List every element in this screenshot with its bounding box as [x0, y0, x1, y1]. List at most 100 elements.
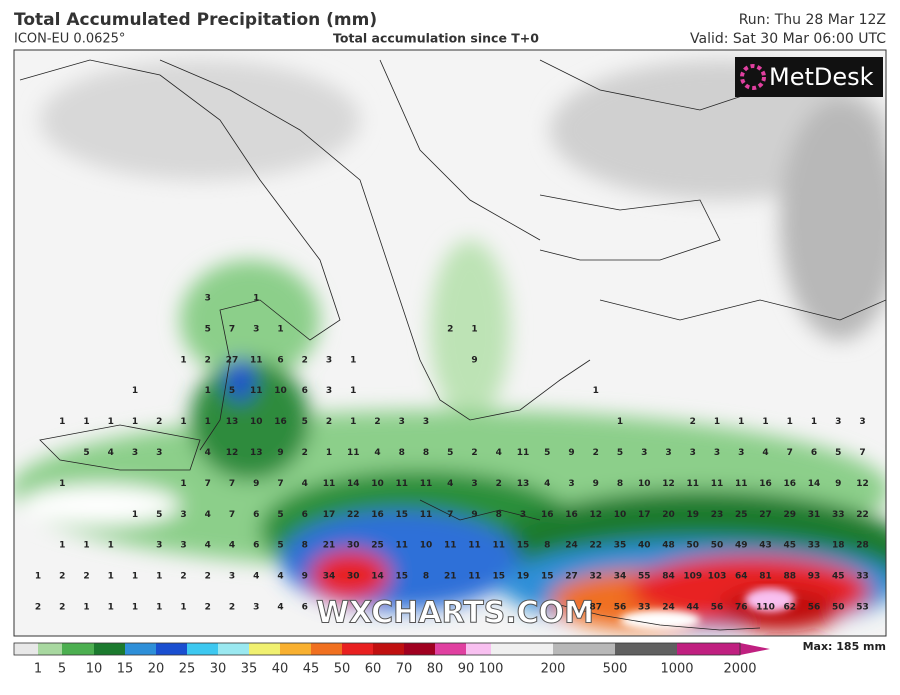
precip-value: 1	[59, 541, 65, 551]
precip-value: 1	[132, 386, 138, 396]
precip-value: 1	[714, 417, 720, 427]
precip-value: 19	[517, 572, 530, 582]
precip-value: 1	[593, 386, 599, 396]
precip-value: 4	[302, 479, 308, 489]
logo-box	[735, 57, 883, 97]
precip-value: 12	[856, 479, 869, 489]
precip-value: 10	[250, 417, 263, 427]
precip-value: 2	[471, 448, 477, 458]
precip-value: 17	[323, 510, 336, 520]
precip-value: 4	[108, 448, 114, 458]
precip-value: 12	[226, 448, 239, 458]
precip-value: 8	[423, 448, 429, 458]
colorbar-label: 35	[241, 662, 258, 677]
precip-value: 81	[759, 572, 772, 582]
colorbar-segment	[553, 643, 615, 655]
precip-value: 17	[638, 510, 651, 520]
precip-value: 5	[156, 510, 162, 520]
precip-value: 2	[447, 324, 453, 334]
precip-value: 5	[835, 448, 841, 458]
colorbar-segment	[94, 643, 125, 655]
precip-value: 1	[108, 417, 114, 427]
precip-value: 15	[517, 541, 530, 551]
precip-value: 15	[395, 510, 408, 520]
precip-value: 93	[808, 572, 821, 582]
precip-value: 3	[714, 448, 720, 458]
precip-value: 8	[544, 541, 550, 551]
precip-value: 5	[229, 386, 235, 396]
precip-value: 1	[59, 479, 65, 489]
max-label: Max: 185 mm	[803, 640, 886, 653]
precip-value: 53	[856, 603, 869, 613]
colorbar-label: 90	[458, 662, 475, 677]
precip-value: 6	[302, 510, 308, 520]
colorbar-label: 60	[365, 662, 382, 677]
precip-value: 2	[205, 572, 211, 582]
precip-value: 6	[277, 355, 283, 365]
precip-value: 1	[132, 417, 138, 427]
precip-value: 2	[59, 572, 65, 582]
precip-value: 88	[783, 572, 796, 582]
precip-value: 109	[683, 572, 702, 582]
precip-value: 7	[229, 479, 235, 489]
colorbar-label: 25	[179, 662, 196, 677]
colorbar-segment	[311, 643, 342, 655]
precip-value: 1	[350, 386, 356, 396]
precip-value: 11	[711, 479, 724, 489]
subtitle: Total accumulation since T+0	[333, 31, 539, 46]
precip-value: 16	[759, 479, 772, 489]
precip-value: 3	[520, 510, 526, 520]
precip-value: 4	[496, 448, 502, 458]
precip-value: 1	[180, 479, 186, 489]
precip-value: 22	[347, 510, 360, 520]
precip-value: 7	[447, 510, 453, 520]
run-time: Run: Thu 28 Mar 12Z	[739, 12, 886, 28]
precip-value: 3	[156, 541, 162, 551]
precip-value: 87	[589, 603, 602, 613]
precip-value: 2	[205, 603, 211, 613]
precip-value: 1	[180, 417, 186, 427]
precip-value: 12	[589, 510, 602, 520]
precip-value: 6	[253, 541, 259, 551]
colorbar: 1 5 10 15 20 25 30 35 40 45 50 60 70 80 90 100 200 500 100…	[13, 642, 770, 677]
precip-value: 8	[617, 479, 623, 489]
precip-value: 27	[565, 572, 578, 582]
precip-value: 9	[253, 479, 259, 489]
precip-value: 2	[205, 355, 211, 365]
precip-value: 2	[35, 603, 41, 613]
precip-value: 1	[83, 603, 89, 613]
precip-value: 55	[638, 572, 651, 582]
precip-value: 7	[859, 448, 865, 458]
precip-value: 1	[108, 572, 114, 582]
precip-value: 3	[738, 448, 744, 458]
precip-value: 13	[226, 417, 239, 427]
precip-value: 44	[686, 603, 699, 613]
precip-value: 11	[420, 510, 433, 520]
precip-value: 1	[277, 324, 283, 334]
precip-value: 11	[468, 541, 481, 551]
precip-value: 3	[641, 448, 647, 458]
precip-value: 1	[350, 355, 356, 365]
colorbar-segment	[615, 643, 677, 655]
precip-value: 2	[374, 417, 380, 427]
precip-value: 45	[783, 541, 796, 551]
precip-value: 3	[229, 572, 235, 582]
precip-value: 5	[617, 448, 623, 458]
value-labels: 3 15 7 3 1 2 11 2 27 11 6 2 3 1 91 1 5 11 10 6 3 1 11 1 1 1 2 1 1 13 1…	[35, 294, 869, 613]
precip-value: 27	[226, 355, 239, 365]
precip-value: 4	[205, 541, 211, 551]
precip-value: 11	[735, 479, 748, 489]
precip-value: 1	[156, 603, 162, 613]
colorbar-segment	[373, 643, 404, 655]
precip-value: 2	[496, 479, 502, 489]
precip-value: 9	[593, 479, 599, 489]
precip-value: 9	[835, 479, 841, 489]
colorbar-label: 5	[58, 662, 66, 677]
precip-value: 5	[544, 448, 550, 458]
precip-value: 3	[205, 294, 211, 304]
precip-value: 29	[783, 510, 796, 520]
precip-value: 3	[180, 510, 186, 520]
precip-value: 1	[83, 541, 89, 551]
precip-value: 62	[783, 603, 796, 613]
